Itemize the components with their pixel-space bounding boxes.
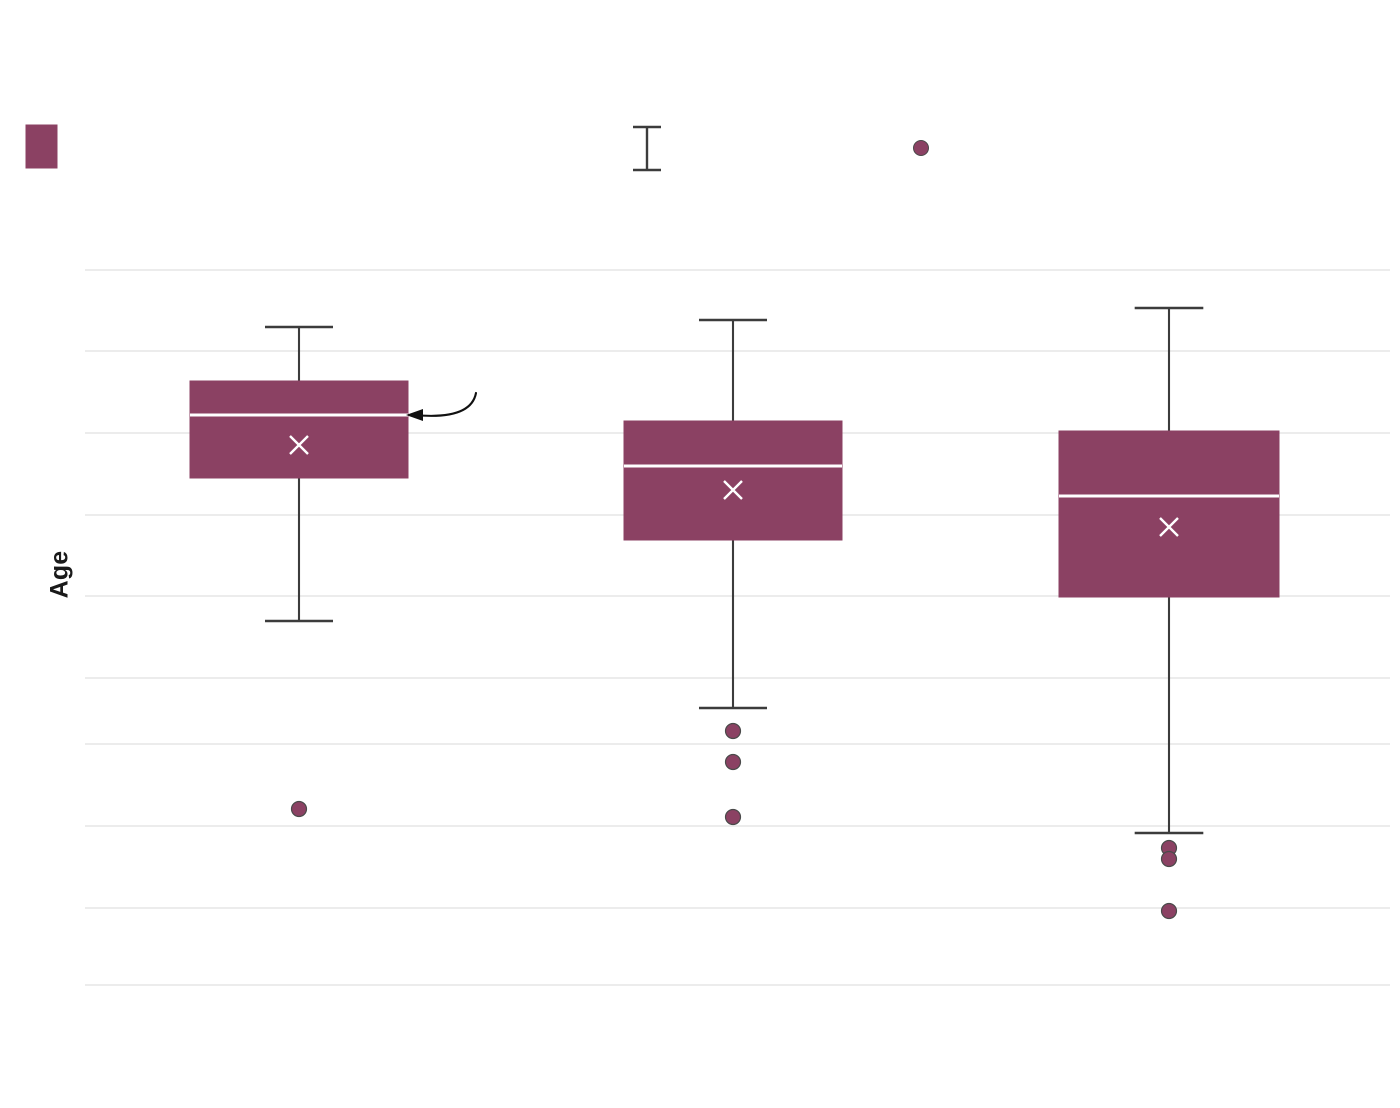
mean-marker-x — [289, 435, 309, 455]
y-axis-label: Age — [45, 550, 74, 599]
annotation-arrow — [406, 391, 478, 421]
outlier-point — [724, 808, 742, 826]
box-iqr — [623, 420, 843, 541]
chart-legend — [25, 124, 929, 172]
legend-whisker-icon — [633, 125, 661, 172]
outlier-point — [724, 753, 742, 771]
mean-marker-x — [1159, 517, 1179, 537]
box-iqr — [189, 380, 409, 479]
mean-marker-x — [723, 480, 743, 500]
legend-outlier-dot-icon — [913, 140, 929, 156]
outlier-point — [1160, 902, 1178, 920]
outlier-point — [1160, 850, 1178, 868]
gridlines — [85, 269, 1390, 986]
boxplot-group-3 — [1058, 306, 1280, 920]
box-iqr — [1058, 430, 1280, 598]
outlier-point — [724, 722, 742, 740]
boxplot-series — [189, 306, 1280, 920]
outlier-point — [290, 800, 308, 818]
boxplot-group-2 — [623, 318, 843, 826]
legend-box-swatch-icon — [25, 124, 58, 169]
boxplot-group-1 — [189, 325, 409, 818]
